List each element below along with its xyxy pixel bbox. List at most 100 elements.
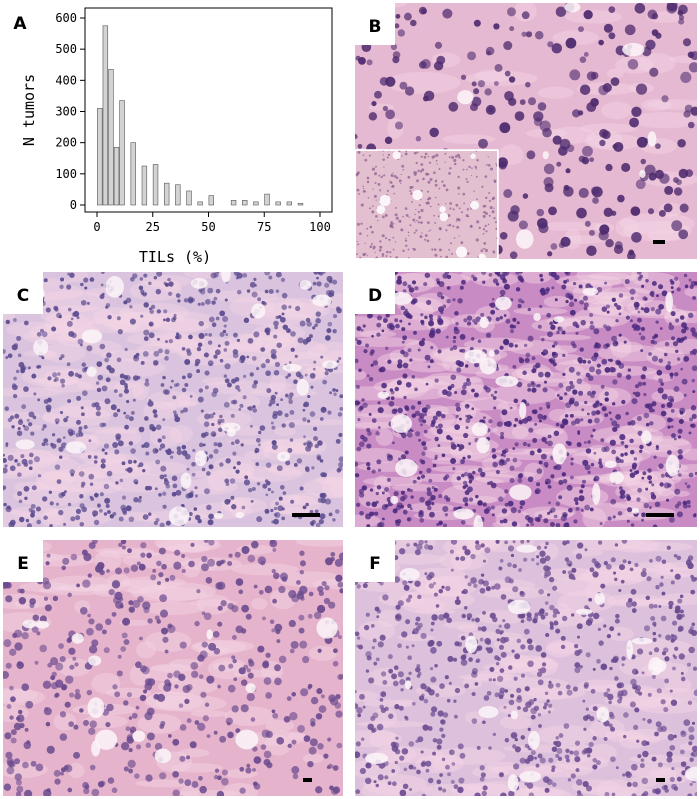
nucleus [472, 319, 476, 323]
nucleus [415, 135, 422, 142]
nucleus [88, 645, 98, 654]
nucleus [400, 305, 406, 311]
nucleus [41, 356, 45, 360]
nucleus [536, 545, 542, 550]
nucleus [241, 545, 250, 555]
nucleus [153, 275, 158, 280]
nucleus [127, 759, 136, 768]
nucleus [641, 518, 645, 522]
nucleus [441, 453, 446, 458]
nucleus [641, 512, 646, 518]
nucleus [25, 700, 34, 709]
nucleus [510, 732, 518, 739]
nucleus [426, 239, 430, 243]
nucleus [377, 426, 381, 429]
nucleus [315, 522, 321, 527]
nucleus [435, 425, 439, 429]
nucleus [207, 287, 214, 294]
nucleus [234, 551, 241, 558]
nucleus [577, 430, 581, 433]
nucleus [115, 600, 124, 609]
nucleus [610, 498, 617, 505]
nucleus [655, 721, 662, 728]
nucleus [392, 742, 400, 749]
nucleus [558, 733, 564, 738]
nucleus [5, 595, 13, 603]
nucleus [545, 633, 550, 637]
nucleus [317, 440, 323, 446]
nucleus [658, 303, 665, 310]
nucleus [139, 277, 144, 281]
nucleus [327, 737, 332, 742]
nucleus [21, 404, 27, 410]
stroma [630, 561, 677, 572]
nucleus [78, 429, 82, 434]
nucleus [135, 661, 142, 669]
nucleus [467, 455, 471, 459]
nucleus [589, 157, 595, 163]
nucleus [303, 435, 306, 439]
nucleus [509, 406, 513, 410]
nucleus [186, 351, 192, 356]
stroma [3, 593, 51, 610]
nucleus [379, 245, 383, 249]
nucleus [570, 475, 574, 480]
nucleus [162, 504, 167, 509]
nucleus [274, 677, 282, 686]
nucleus [608, 700, 612, 705]
nucleus [69, 692, 75, 698]
nucleus [80, 282, 84, 287]
nucleus [63, 765, 69, 771]
nucleus [59, 455, 63, 459]
nucleus [415, 208, 417, 211]
nucleus [17, 491, 23, 497]
nucleus [430, 706, 438, 713]
nucleus [566, 144, 575, 153]
nucleus [288, 305, 292, 309]
nucleus [286, 696, 292, 701]
nucleus [113, 412, 118, 418]
nucleus [589, 366, 595, 373]
nucleus [466, 315, 473, 321]
stroma [164, 400, 198, 408]
nucleus [422, 724, 429, 731]
nucleus [36, 631, 41, 636]
nucleus [453, 237, 456, 239]
nucleus [99, 343, 106, 350]
nucleus [462, 485, 467, 489]
nucleus [224, 298, 228, 302]
nucleus [280, 398, 283, 402]
nucleus [175, 293, 181, 298]
nucleus [572, 389, 578, 395]
nucleus [273, 334, 278, 339]
stroma [431, 465, 492, 473]
nucleus [70, 553, 78, 561]
nucleus [412, 479, 417, 484]
nucleus [355, 789, 361, 795]
nucleus [603, 23, 613, 33]
nucleus [639, 449, 643, 453]
nucleus [483, 508, 490, 514]
nucleus [23, 320, 29, 326]
nucleus [438, 520, 443, 526]
nucleus [264, 289, 269, 294]
nucleus [492, 678, 496, 682]
fat-space [684, 766, 697, 782]
nucleus [537, 679, 544, 686]
nucleus [418, 215, 422, 219]
nucleus [395, 176, 399, 180]
fat-space [478, 706, 499, 719]
stroma [207, 470, 230, 492]
nucleus [683, 110, 691, 118]
nucleus [526, 782, 534, 789]
nucleus [483, 247, 486, 250]
nucleus [213, 296, 218, 301]
nucleus [556, 330, 560, 335]
nucleus [485, 230, 488, 233]
nucleus [611, 335, 618, 342]
stroma [231, 563, 299, 576]
nucleus [222, 329, 227, 334]
nucleus [181, 346, 186, 351]
nucleus [381, 254, 384, 258]
nucleus [481, 272, 487, 275]
